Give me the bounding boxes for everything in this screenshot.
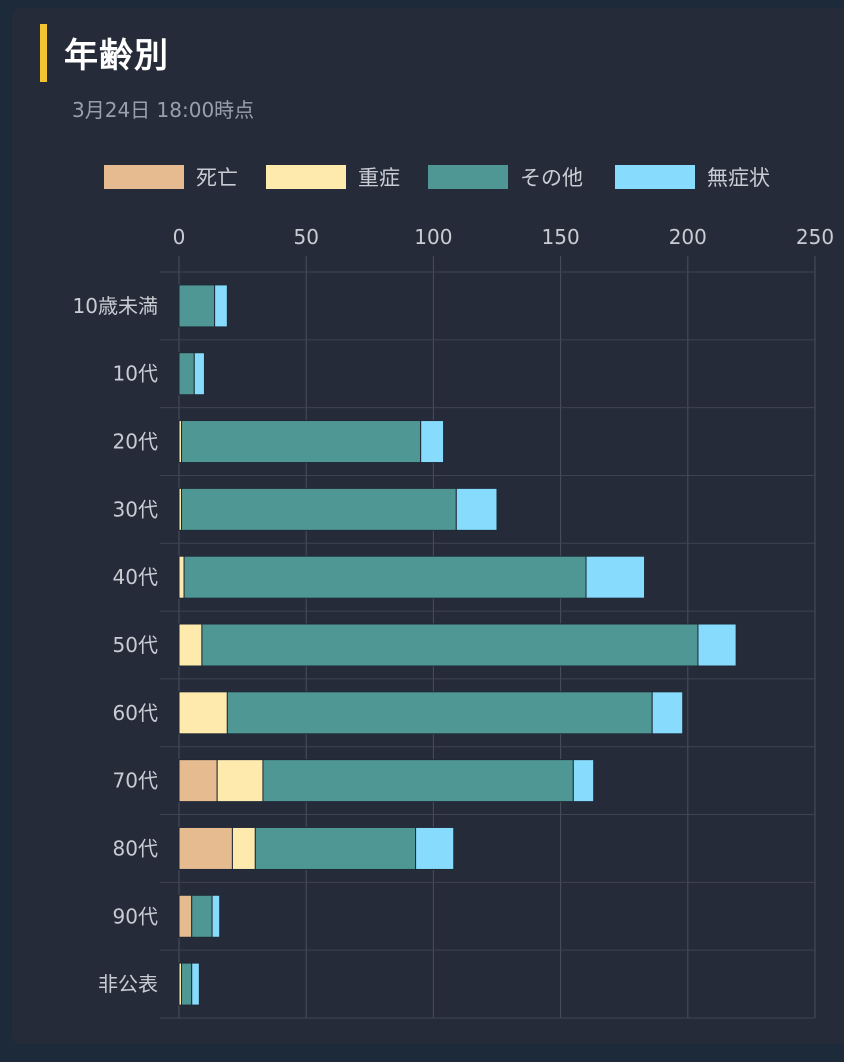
bar-4-11 <box>191 962 200 1006</box>
bar-4-7 <box>651 691 684 735</box>
bar-1-8 <box>178 759 218 803</box>
bar-4-5 <box>585 555 646 599</box>
legend-swatch-3 <box>428 165 508 189</box>
bar-3-9 <box>254 826 417 870</box>
x-tick-label: 150 <box>542 225 580 249</box>
x-tick-label: 250 <box>796 225 834 249</box>
bar-3-2 <box>178 352 195 396</box>
y-tick-label: 40代 <box>113 565 158 589</box>
legend-swatch-2 <box>266 165 346 189</box>
bar-3-6 <box>201 623 699 667</box>
legend-swatch-1 <box>104 165 184 189</box>
bar-4-8 <box>572 759 595 803</box>
y-tick-label: 10代 <box>113 362 158 386</box>
bar-3-10 <box>191 894 213 938</box>
bar-1-10 <box>178 894 193 938</box>
bar-2-9 <box>231 826 256 870</box>
bar-3-11 <box>181 962 193 1006</box>
bar-4-4 <box>455 487 498 531</box>
bar-4-3 <box>420 420 445 464</box>
y-tick-label: 30代 <box>113 497 158 521</box>
y-tick-label: 20代 <box>113 430 158 454</box>
bar-1-9 <box>178 826 233 870</box>
bar-2-6 <box>178 623 203 667</box>
bar-4-10 <box>211 894 221 938</box>
legend-label-2: 重症 <box>358 166 400 190</box>
bar-3-8 <box>262 759 574 803</box>
x-tick-label: 50 <box>293 225 318 249</box>
legend-label-4: 無症状 <box>707 166 770 190</box>
bar-4-1 <box>214 284 228 328</box>
bar-3-3 <box>181 420 422 464</box>
bar-2-5 <box>178 555 185 599</box>
y-tick-label: 非公表 <box>98 972 158 996</box>
bar-3-7 <box>226 691 653 735</box>
bar-3-5 <box>183 555 587 599</box>
legend-swatch-4 <box>615 165 695 189</box>
y-tick-label: 50代 <box>113 633 158 657</box>
y-tick-label: 10歳未満 <box>73 294 158 318</box>
bar-4-6 <box>697 623 737 667</box>
bar-3-4 <box>181 487 457 531</box>
bar-2-7 <box>178 691 228 735</box>
x-tick-label: 200 <box>669 225 707 249</box>
legend-label-3: その他 <box>520 166 583 190</box>
x-tick-label: 0 <box>173 225 186 249</box>
y-tick-label: 90代 <box>113 904 158 928</box>
y-tick-label: 60代 <box>113 701 158 725</box>
x-tick-label: 100 <box>414 225 452 249</box>
bar-3-1 <box>178 284 216 328</box>
legend-label-1: 死亡 <box>196 166 238 190</box>
bar-4-2 <box>193 352 205 396</box>
y-tick-label: 80代 <box>113 836 158 860</box>
bar-2-8 <box>216 759 264 803</box>
y-tick-label: 70代 <box>113 769 158 793</box>
bar-4-9 <box>415 826 455 870</box>
page-subtitle: 3月24日 18:00時点 <box>72 98 255 122</box>
title-accent-bar <box>40 24 47 82</box>
page-title: 年齢別 <box>64 36 169 76</box>
